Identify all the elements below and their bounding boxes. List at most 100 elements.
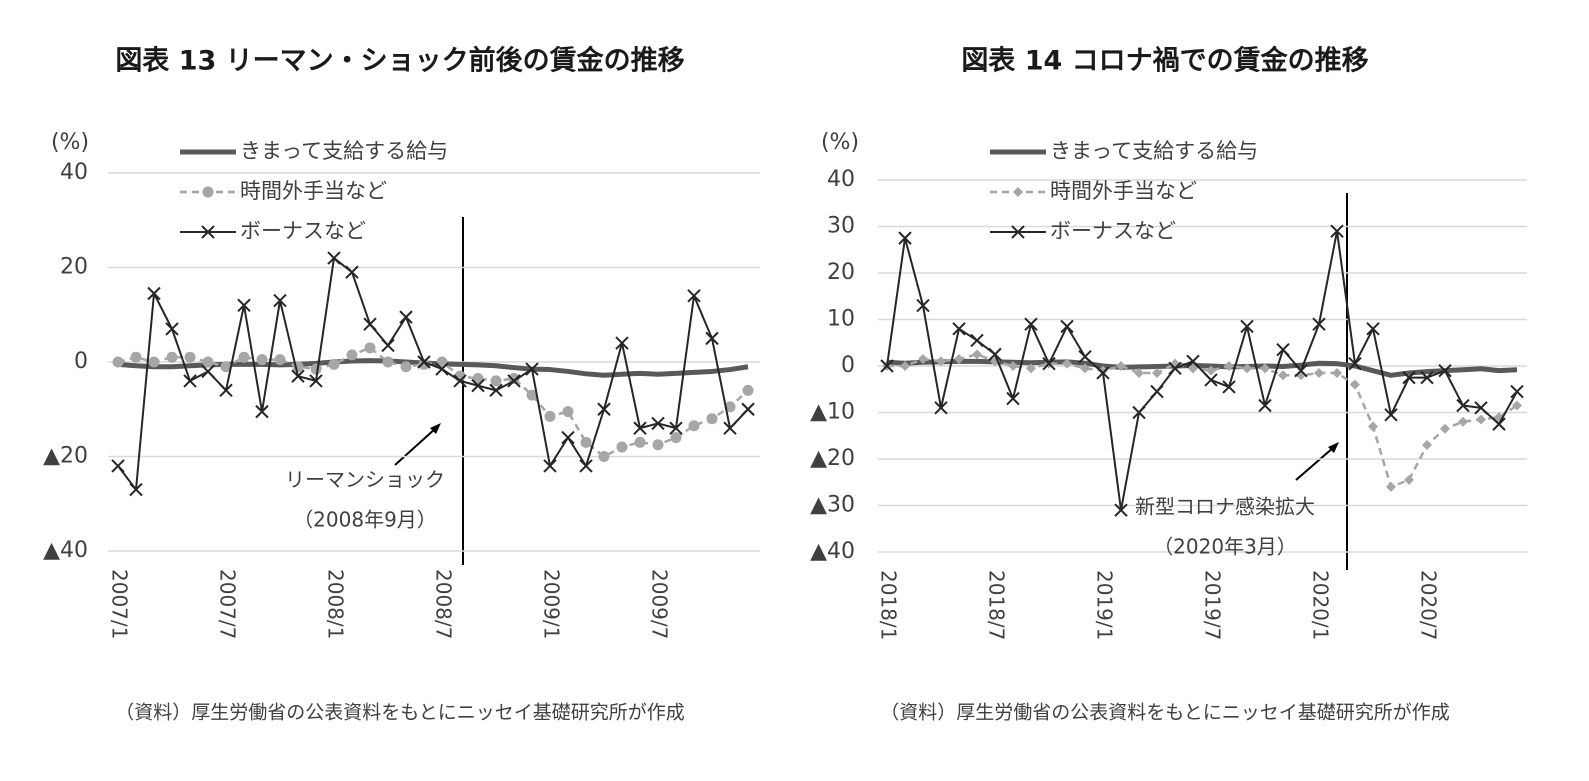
point bbox=[453, 374, 467, 388]
point bbox=[615, 336, 629, 350]
point bbox=[147, 286, 161, 301]
source-note: （資料）厚生労働省の公表資料をもとにニッセイ基礎研究所が作成 bbox=[115, 702, 685, 724]
y-tick-label: 0 bbox=[841, 353, 855, 378]
legend-label: きまって支給する給与 bbox=[1050, 139, 1258, 163]
legend-label: 時間外手当など bbox=[1050, 179, 1197, 203]
y-unit: (%) bbox=[51, 130, 89, 155]
y-tick-label: 20 bbox=[827, 260, 855, 285]
point bbox=[669, 421, 683, 435]
point bbox=[436, 356, 448, 368]
legend-label: ボーナスなど bbox=[240, 219, 366, 243]
point bbox=[1132, 405, 1146, 420]
point bbox=[274, 354, 286, 366]
y-tick-label: ▲40 bbox=[43, 538, 88, 563]
point bbox=[526, 389, 538, 401]
point bbox=[898, 231, 912, 245]
point bbox=[1278, 370, 1288, 381]
point bbox=[237, 298, 251, 313]
x-tick-label: 2008/1 bbox=[324, 569, 348, 639]
point bbox=[652, 439, 664, 451]
point bbox=[111, 459, 125, 473]
legend-label: ボーナスなど bbox=[1050, 219, 1176, 243]
point bbox=[1042, 356, 1056, 371]
x-tick-label: 2018/1 bbox=[877, 570, 901, 640]
y-tick-label: 10 bbox=[827, 307, 855, 332]
point bbox=[633, 421, 647, 435]
x-tick-label: 2019/1 bbox=[1093, 570, 1117, 640]
point bbox=[346, 349, 358, 361]
y-tick-label: 20 bbox=[60, 255, 88, 280]
point bbox=[1366, 322, 1380, 336]
y-tick-label: 40 bbox=[827, 167, 855, 192]
point bbox=[954, 354, 964, 365]
point bbox=[723, 421, 737, 435]
y-tick-label: 30 bbox=[827, 214, 855, 239]
point bbox=[309, 374, 323, 388]
point bbox=[1078, 349, 1092, 364]
point bbox=[741, 402, 755, 416]
point bbox=[544, 410, 556, 422]
y-tick-label: ▲30 bbox=[810, 493, 855, 518]
arrow bbox=[394, 427, 437, 466]
point bbox=[1222, 380, 1236, 394]
x-tick-label: 2007/1 bbox=[108, 569, 132, 639]
point bbox=[220, 361, 232, 373]
point bbox=[1096, 366, 1110, 380]
point bbox=[1492, 417, 1506, 431]
point bbox=[1080, 363, 1090, 374]
point bbox=[687, 289, 701, 303]
point bbox=[1114, 503, 1128, 517]
point bbox=[291, 369, 305, 383]
point bbox=[1206, 365, 1216, 376]
point bbox=[1474, 401, 1488, 415]
y-tick-label: ▲20 bbox=[810, 446, 855, 471]
point bbox=[1330, 224, 1344, 238]
point bbox=[934, 401, 948, 415]
point bbox=[916, 298, 930, 313]
point bbox=[417, 355, 431, 369]
point bbox=[1062, 358, 1072, 369]
point bbox=[688, 420, 700, 432]
point bbox=[1440, 423, 1450, 434]
y-tick-label: 0 bbox=[74, 349, 88, 374]
point bbox=[345, 265, 359, 279]
point bbox=[148, 356, 160, 368]
legend-marker bbox=[1011, 225, 1025, 239]
point bbox=[328, 358, 340, 370]
point bbox=[1348, 356, 1362, 371]
point bbox=[525, 362, 539, 376]
point bbox=[742, 384, 754, 396]
point bbox=[1116, 361, 1126, 371]
point bbox=[256, 354, 268, 366]
point bbox=[1060, 319, 1074, 334]
y-tick-label: 40 bbox=[60, 160, 88, 185]
point bbox=[1260, 363, 1270, 374]
point bbox=[507, 374, 521, 388]
point bbox=[579, 459, 593, 473]
x-tick-label: 2007/7 bbox=[216, 569, 240, 639]
point bbox=[1024, 317, 1038, 331]
point bbox=[651, 416, 665, 431]
point bbox=[543, 459, 557, 473]
arrow bbox=[1295, 446, 1335, 481]
point bbox=[1312, 317, 1326, 331]
point bbox=[1152, 367, 1162, 378]
point bbox=[988, 347, 1002, 362]
x-tick-label: 2009/7 bbox=[648, 569, 672, 639]
point bbox=[1150, 384, 1164, 399]
annotation: 新型コロナ感染拡大 bbox=[1135, 495, 1315, 519]
annotation: リーマンショック bbox=[285, 468, 445, 492]
point bbox=[1420, 370, 1434, 385]
point bbox=[400, 361, 412, 373]
point bbox=[936, 356, 946, 367]
point bbox=[489, 383, 503, 398]
point bbox=[219, 383, 233, 398]
point bbox=[580, 436, 592, 448]
point bbox=[562, 406, 574, 418]
point bbox=[1188, 363, 1198, 374]
annotation: （2020年3月） bbox=[1153, 535, 1297, 559]
point bbox=[1402, 370, 1416, 385]
x-tick-label: 2018/7 bbox=[985, 570, 1009, 640]
point bbox=[399, 310, 413, 324]
point bbox=[112, 356, 124, 368]
